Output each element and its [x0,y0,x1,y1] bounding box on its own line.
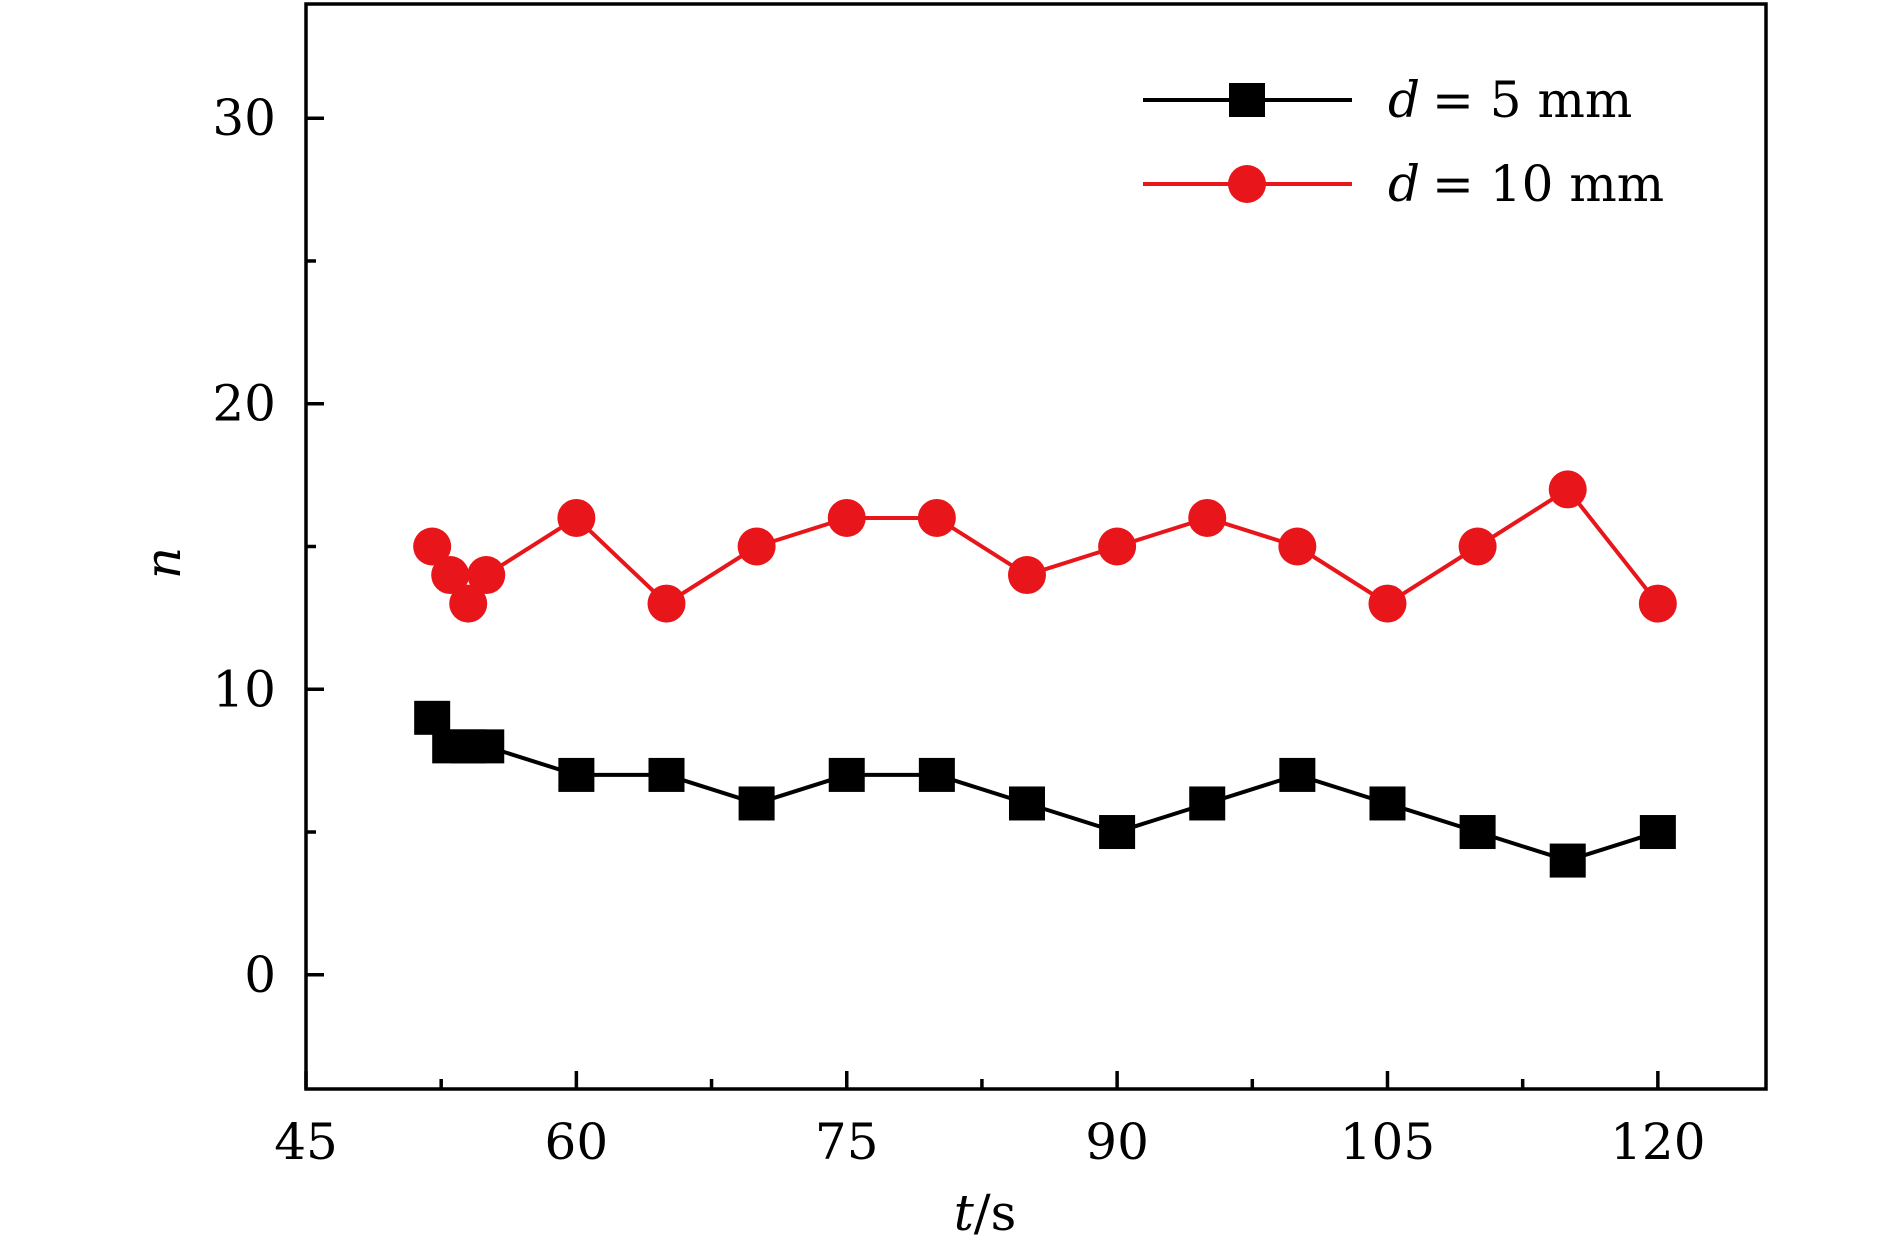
x-axis-label: t/s [954,1184,1017,1242]
y-axis-label: n [134,547,192,579]
data-point-square [1279,757,1316,792]
legend-label: d = 10 mm [1388,155,1664,213]
data-point-square [648,757,685,792]
data-point-circle [1638,584,1677,623]
data-point-square [1369,786,1406,821]
y-tick-label: 30 [212,89,276,147]
data-point-square [414,700,451,735]
data-point-circle [1188,498,1227,537]
data-point-circle [449,584,488,623]
data-point-circle [1278,527,1317,566]
x-tick-label: 60 [545,1113,609,1171]
data-point-circle [1007,556,1046,595]
y-tick-label: 0 [244,946,276,1004]
data-point-circle [737,527,776,566]
data-point-square [558,757,595,792]
data-point-square [1549,843,1586,878]
legend: d = 5 mm d = 10 mm [1143,71,1664,213]
x-tick-label: 90 [1085,1113,1149,1171]
data-point-circle [1368,584,1407,623]
data-point-square [468,729,505,764]
x-tick-label: 45 [274,1113,338,1171]
x-tick-label: 75 [815,1113,879,1171]
legend-marker-square [1229,83,1265,117]
legend-marker-circle [1228,165,1266,203]
data-point-circle [827,498,866,537]
y-tick-label: 10 [212,660,276,718]
data-point-circle [1548,470,1587,509]
x-tick-label: 105 [1340,1113,1435,1171]
data-point-square [918,757,955,792]
data-point-circle [431,556,470,595]
data-point-circle [917,498,956,537]
data-point-circle [467,556,506,595]
data-point-circle [413,527,452,566]
data-point-square [1189,786,1226,821]
data-point-square [1008,786,1045,821]
data-point-circle [1098,527,1137,566]
data-point-square [738,786,775,821]
data-point-square [828,757,865,792]
data-point-square [1099,815,1136,850]
data-point-square [1639,815,1676,850]
legend-label: d = 5 mm [1388,71,1632,129]
y-tick-label: 20 [212,375,276,433]
data-point-circle [647,584,686,623]
data-point-square [1459,815,1496,850]
data-point-circle [1458,527,1497,566]
data-point-circle [557,498,596,537]
x-tick-label: 120 [1610,1113,1705,1171]
